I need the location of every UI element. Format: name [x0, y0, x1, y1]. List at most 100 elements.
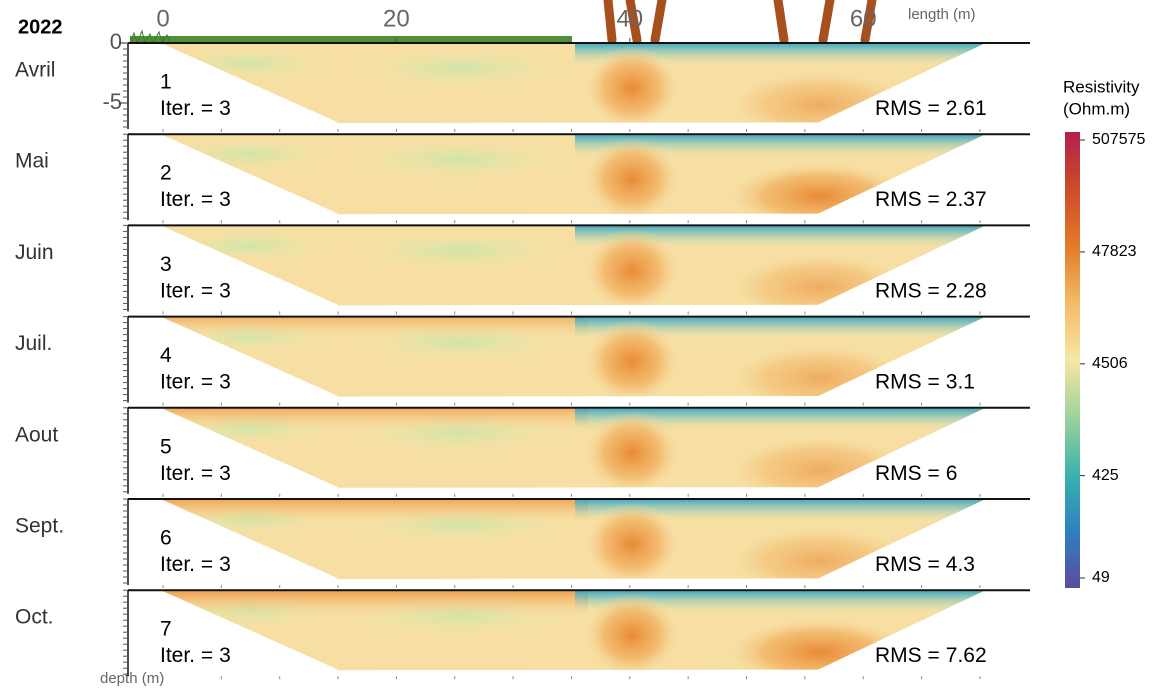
resistive-zone [584, 137, 680, 221]
rms: RMS = 2.61 [875, 97, 987, 120]
rms: RMS = 4.3 [875, 553, 975, 576]
iteration-label: Iter. = [160, 461, 213, 484]
panel: Sept. 6 Iter. = 3 RMS = 4.3 [15, 499, 1035, 596]
panel-number: 5 [160, 435, 172, 458]
rms-value: 2.37 [946, 188, 987, 211]
panel: Mai 2 Iter. =3 RMS = 2.37 [15, 134, 1035, 231]
panel-number: 6 [160, 527, 172, 550]
rms-value: 3.1 [946, 370, 975, 393]
iteration: Iter. = 3 [160, 644, 231, 667]
trees [608, 0, 872, 40]
month-label: Juin [15, 241, 54, 264]
dry-top [128, 590, 588, 618]
figure: 2022 length (m) depth (m) Resistivity (O… [0, 0, 1167, 690]
resistive-zone [584, 502, 680, 586]
iteration: Iter. = 3 [160, 279, 231, 302]
iteration: Iter. =3 [160, 370, 231, 393]
rms-value: 6 [946, 461, 958, 484]
rms-label: RMS = [875, 279, 940, 302]
x-tick-label: 0 [156, 5, 169, 32]
month-label: Mai [15, 150, 49, 173]
resistive-zone [584, 228, 680, 312]
rms-value: 7.62 [946, 644, 987, 667]
panel: Juin 3 Iter. = 3 RMS = 2.28 [15, 225, 1035, 322]
green-zone [340, 46, 580, 90]
panel: Aout 5 Iter. = 3 RMS = 6 [15, 408, 1035, 505]
panel-number: 4 [160, 344, 172, 367]
resistive-zone [584, 411, 680, 495]
rms-label: RMS = [875, 553, 940, 576]
month-label: Sept. [15, 515, 64, 538]
iteration-label: Iter. = [160, 188, 213, 211]
iteration-value: 3 [219, 461, 231, 484]
iteration: Iter. = 3 [160, 97, 231, 120]
green-zone [340, 137, 580, 181]
panel: Juil. 4 Iter. =3 RMS = 3.1 [15, 317, 1035, 414]
panel-number: 1 [160, 71, 172, 94]
iteration-label: Iter. = [160, 370, 213, 393]
grass [130, 31, 572, 43]
y-axis-label: depth (m) [100, 670, 164, 687]
panel-number: 2 [160, 162, 172, 185]
section [128, 43, 1035, 140]
colorbar-tick-label: 4506 [1092, 355, 1128, 372]
colorbar-tick-label: 49 [1092, 569, 1110, 586]
month-label: Oct. [15, 606, 54, 629]
dry-top [128, 408, 588, 432]
green-zone [160, 227, 340, 263]
x-axis-label: length (m) [908, 6, 976, 23]
green-zone [340, 228, 580, 272]
iteration-label: Iter. = [160, 644, 213, 667]
y-tick-label: -5 [102, 89, 122, 114]
rms: RMS = 2.28 [875, 279, 987, 302]
green-zone [160, 136, 340, 172]
section [128, 134, 1035, 231]
rms-label: RMS = [875, 461, 940, 484]
rms: RMS = 6 [875, 461, 957, 484]
colorbar-unit: (Ohm.m) [1063, 99, 1130, 118]
iteration-value: 3 [219, 97, 231, 120]
colorbar [1065, 132, 1080, 588]
month-label: Juil. [15, 332, 52, 355]
section [128, 590, 1035, 687]
resistive-zone [584, 46, 680, 130]
colorbar-tick-label: 425 [1092, 467, 1119, 484]
colorbar-title: Resistivity [1063, 77, 1140, 96]
rms-label: RMS = [875, 188, 940, 211]
section [128, 499, 1035, 596]
month-label: Aout [15, 423, 58, 446]
month-label: Avril [15, 59, 55, 82]
resistive-zone [584, 320, 680, 404]
iteration: Iter. =3 [160, 188, 231, 211]
iteration-value: 3 [219, 553, 231, 576]
green-zone [160, 45, 340, 81]
x-tick-label: 20 [383, 5, 410, 32]
panel-number: 3 [160, 253, 172, 276]
section [128, 225, 1035, 322]
colorbar-tick-label: 507575 [1092, 131, 1145, 148]
rms-value: 4.3 [946, 553, 975, 576]
section [128, 408, 1035, 505]
rms: RMS = 2.37 [875, 188, 987, 211]
iteration-value: 3 [219, 644, 231, 667]
rms: RMS = 7.62 [875, 644, 987, 667]
rms-label: RMS = [875, 97, 940, 120]
rms-value: 2.28 [946, 279, 987, 302]
x-tick-label: 40 [616, 5, 643, 32]
iteration-label: Iter. = [160, 279, 213, 302]
iteration: Iter. = 3 [160, 553, 231, 576]
iteration-value: 3 [219, 279, 231, 302]
rms-label: RMS = [875, 370, 940, 393]
colorbar-tick-label: 47823 [1092, 243, 1137, 260]
y-tick-label: 0 [110, 29, 122, 54]
rms: RMS = 3.1 [875, 370, 975, 393]
section [128, 317, 1035, 414]
iteration-label: Iter. = [160, 97, 213, 120]
panel-number: 7 [160, 618, 172, 641]
panel: Avril 1 Iter. = 3 RMS = 2.61 [15, 43, 1035, 140]
rms-label: RMS = [875, 644, 940, 667]
rms-value: 2.61 [946, 97, 987, 120]
x-tick-label: 60 [850, 5, 877, 32]
dry-top [128, 317, 588, 339]
iteration-label: Iter. = [160, 553, 213, 576]
